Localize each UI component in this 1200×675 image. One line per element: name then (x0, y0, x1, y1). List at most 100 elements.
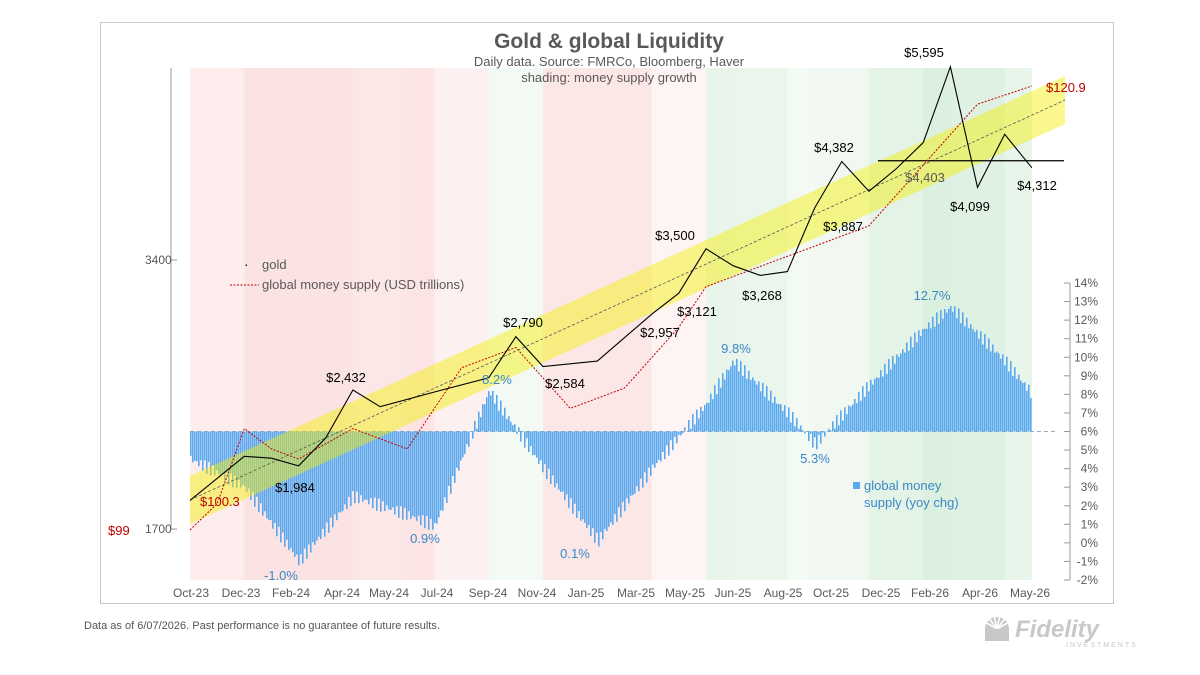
yoy-bar (892, 355, 894, 432)
yoy-bar (338, 431, 340, 513)
yoy-bar (422, 431, 424, 516)
yoy-bar (192, 431, 194, 463)
yoy-bar (552, 431, 554, 476)
annotations: $1,984 $2,432 $2,790 $2,584 $2,957 $3,121 $3,5… (108, 45, 1086, 583)
yoy-bar (880, 370, 882, 432)
yoy-bar (272, 431, 274, 529)
yoy-bar (1002, 354, 1004, 432)
yoy-bar (204, 431, 206, 461)
right-tick-label: 4% (1081, 462, 1099, 476)
yoy-bar (930, 328, 932, 432)
yoy-bar (536, 431, 538, 458)
yoy-bar (952, 311, 954, 432)
yoy-bar (904, 352, 906, 432)
yoy-bar (254, 431, 256, 507)
yoy-bar (478, 411, 480, 432)
yoy-bar (566, 431, 568, 495)
right-tick-label: 12% (1074, 313, 1098, 327)
yoy-bar (690, 428, 692, 432)
yoy-bar (972, 329, 974, 432)
yoy-bar (908, 350, 910, 432)
yoy-bar (688, 419, 690, 432)
yoy-bar (438, 431, 440, 518)
yoy-bar (918, 330, 920, 432)
yoy-bar (392, 431, 394, 508)
yoy-bar (674, 431, 676, 437)
right-tick-label: 13% (1074, 295, 1098, 309)
yoy-bar (652, 431, 654, 465)
yoy-bar (574, 431, 576, 504)
yoy-bar (692, 413, 694, 432)
yoy-bar (508, 416, 510, 432)
x-tick-label: Nov-24 (518, 586, 557, 600)
yoy-bar (672, 431, 674, 451)
yoy-bar (274, 431, 276, 523)
yoy-bar (308, 431, 310, 545)
data-label: $4,382 (814, 140, 854, 155)
right-tick-label: 7% (1081, 406, 1099, 420)
yoy-bar (790, 422, 792, 432)
yoy-bar (706, 402, 708, 432)
yoy-bar (446, 431, 448, 503)
yoy-bar (814, 431, 816, 438)
legend-gold: gold (262, 257, 287, 272)
yoy-bar (818, 431, 820, 435)
yoy-bar (662, 431, 664, 453)
yoy-bar (460, 431, 462, 461)
legend-yoy-swatch (853, 482, 860, 489)
yoy-bar (362, 431, 364, 502)
yoy-bar (374, 431, 376, 498)
yoy-bar (466, 431, 468, 445)
yoy-bar (520, 431, 522, 442)
yoy-bar (1008, 371, 1010, 432)
yoy-bar (698, 418, 700, 432)
shading-layer (190, 68, 1032, 580)
yoy-bar (372, 431, 374, 509)
yoy-bar (768, 400, 770, 432)
yoy-bar (1012, 375, 1014, 432)
yoy-bar (368, 431, 370, 505)
yoy-bar (238, 431, 240, 480)
yoy-bar (230, 431, 232, 474)
yoy-bar (852, 404, 854, 432)
yoy-bar (476, 428, 478, 432)
yoy-bar (462, 431, 464, 458)
yoy-bar (766, 385, 768, 432)
yoy-bar (694, 424, 696, 432)
yoy-bar (724, 379, 726, 432)
shading-band (814, 68, 869, 580)
yoy-bar (354, 431, 356, 504)
yoy-bar (212, 431, 214, 466)
x-tick-label: Oct-23 (173, 586, 209, 600)
yoy-bar (984, 333, 986, 432)
yoy-bar (902, 349, 904, 432)
yoy-bar (572, 431, 574, 514)
chart-subtitle-shading: shading: money supply growth (521, 70, 697, 85)
yoy-bar (226, 431, 228, 473)
yoy-bar (644, 431, 646, 473)
x-tick-label: May-24 (369, 586, 409, 600)
yoy-bar (752, 377, 754, 432)
yoy-bar (266, 431, 268, 519)
yoy-bar (910, 336, 912, 432)
yoy-bar (860, 400, 862, 432)
yoy-bar (750, 380, 752, 432)
yoy-bar (868, 391, 870, 432)
yoy-bar (556, 431, 558, 484)
yoy-bar (328, 431, 330, 533)
yoy-bar (870, 379, 872, 432)
yoy-bar (412, 431, 414, 516)
yoy-bar (720, 387, 722, 432)
yoy-bar (1004, 365, 1006, 432)
legend: · gold global money supply (USD trillion… (230, 256, 959, 510)
yoy-bar (666, 431, 668, 446)
x-tick-label: Jun-25 (715, 586, 752, 600)
yoy-bar (310, 431, 312, 553)
data-label: $3,500 (655, 228, 695, 243)
yoy-bar (754, 380, 756, 432)
yoy-bar (900, 353, 902, 432)
yoy-bar (210, 431, 212, 476)
right-tick-label: 9% (1081, 369, 1099, 383)
yoy-bar (340, 431, 342, 513)
yoy-bar (234, 431, 236, 476)
